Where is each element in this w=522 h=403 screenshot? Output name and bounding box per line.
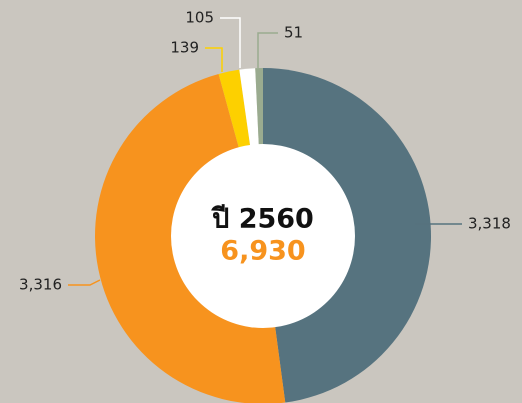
center-hole [171,144,355,328]
center-title: ปี 2560 [211,204,314,235]
data-label: 105 [185,9,214,27]
data-label: 3,318 [468,215,511,233]
center-total: 6,930 [220,236,305,267]
leader-line [257,32,278,68]
leader-line [68,279,101,286]
data-label: 51 [284,24,303,42]
leader-line [220,17,241,68]
data-label: 139 [170,39,199,57]
leader-line [205,47,223,72]
data-label: 3,316 [19,276,62,294]
